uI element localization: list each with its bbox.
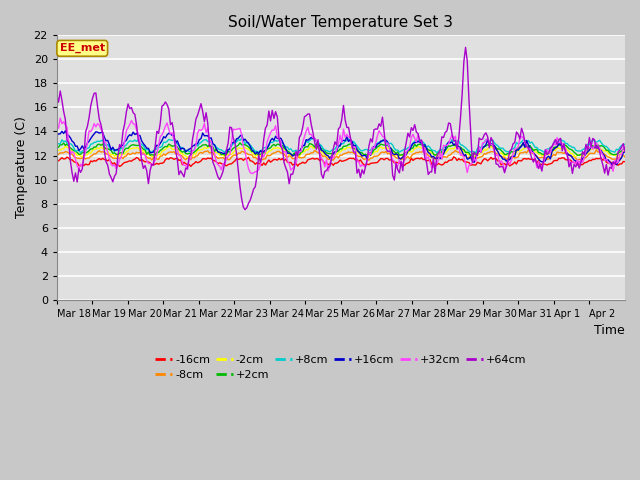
+8cm [60, 139, 67, 144]
+64cm [528, 156, 536, 161]
-2cm [60, 146, 67, 152]
+32cm [53, 124, 61, 130]
X-axis label: Time: Time [595, 324, 625, 337]
+8cm [223, 147, 230, 153]
-8cm [525, 147, 532, 153]
-2cm [53, 148, 61, 154]
+32cm [375, 128, 383, 133]
-16cm [53, 158, 61, 164]
+8cm [472, 150, 479, 156]
Line: -16cm: -16cm [57, 157, 625, 167]
-8cm [53, 153, 61, 159]
Line: +2cm: +2cm [57, 143, 625, 156]
+16cm [180, 146, 188, 152]
+8cm [238, 135, 246, 141]
-2cm [521, 145, 529, 151]
+64cm [241, 207, 249, 213]
+8cm [521, 137, 529, 143]
+2cm [521, 143, 529, 148]
-8cm [372, 154, 380, 159]
+8cm [621, 141, 629, 147]
-8cm [579, 158, 586, 164]
-8cm [621, 154, 629, 160]
+64cm [374, 126, 381, 132]
+2cm [236, 140, 244, 146]
+32cm [521, 139, 529, 144]
Line: +32cm: +32cm [57, 118, 625, 174]
+8cm [53, 140, 61, 146]
+16cm [374, 141, 381, 147]
-16cm [224, 162, 232, 168]
-2cm [307, 143, 315, 149]
+64cm [53, 92, 61, 98]
+16cm [520, 140, 527, 145]
Line: +64cm: +64cm [57, 48, 625, 210]
Legend: -16cm, -8cm, -2cm, +2cm, +8cm, +16cm, +32cm, +64cm: -16cm, -8cm, -2cm, +2cm, +8cm, +16cm, +3… [151, 350, 531, 385]
+32cm [621, 144, 629, 150]
Y-axis label: Temperature (C): Temperature (C) [15, 117, 28, 218]
-2cm [180, 153, 188, 158]
-2cm [375, 145, 383, 151]
-16cm [621, 159, 629, 165]
+32cm [528, 149, 536, 155]
-8cm [593, 147, 600, 153]
+16cm [60, 131, 67, 136]
-16cm [60, 156, 67, 162]
+64cm [621, 149, 629, 155]
-8cm [518, 150, 525, 156]
-2cm [114, 155, 122, 161]
+16cm [526, 145, 534, 151]
+64cm [60, 108, 67, 114]
-8cm [60, 150, 67, 156]
+16cm [53, 132, 61, 138]
Title: Soil/Water Temperature Set 3: Soil/Water Temperature Set 3 [228, 15, 453, 30]
+2cm [467, 153, 474, 159]
Line: +16cm: +16cm [57, 131, 625, 165]
-16cm [528, 156, 536, 162]
-8cm [179, 153, 186, 159]
-16cm [187, 164, 195, 169]
+2cm [528, 145, 536, 151]
-2cm [528, 148, 536, 154]
+32cm [61, 122, 69, 128]
+2cm [621, 144, 629, 150]
+2cm [179, 149, 186, 155]
+32cm [224, 153, 232, 159]
+32cm [56, 115, 64, 121]
-16cm [179, 162, 186, 168]
-16cm [450, 154, 458, 160]
Line: +8cm: +8cm [57, 138, 625, 153]
+8cm [528, 139, 536, 145]
+64cm [179, 171, 186, 177]
+32cm [248, 171, 256, 177]
+8cm [179, 144, 186, 150]
+2cm [374, 144, 381, 150]
Line: -8cm: -8cm [57, 150, 625, 161]
Text: EE_met: EE_met [60, 43, 105, 53]
-2cm [621, 148, 629, 154]
Line: -2cm: -2cm [57, 146, 625, 158]
+2cm [60, 140, 67, 146]
+32cm [180, 163, 188, 168]
-8cm [223, 155, 230, 160]
+2cm [223, 152, 230, 157]
+64cm [521, 139, 529, 145]
+16cm [224, 147, 232, 153]
+16cm [61, 128, 69, 133]
+8cm [374, 140, 381, 146]
-2cm [224, 152, 232, 157]
-16cm [521, 156, 529, 161]
+16cm [612, 162, 620, 168]
+16cm [621, 149, 629, 155]
+64cm [461, 45, 469, 50]
+64cm [223, 147, 230, 153]
+2cm [53, 144, 61, 150]
-16cm [374, 160, 381, 166]
